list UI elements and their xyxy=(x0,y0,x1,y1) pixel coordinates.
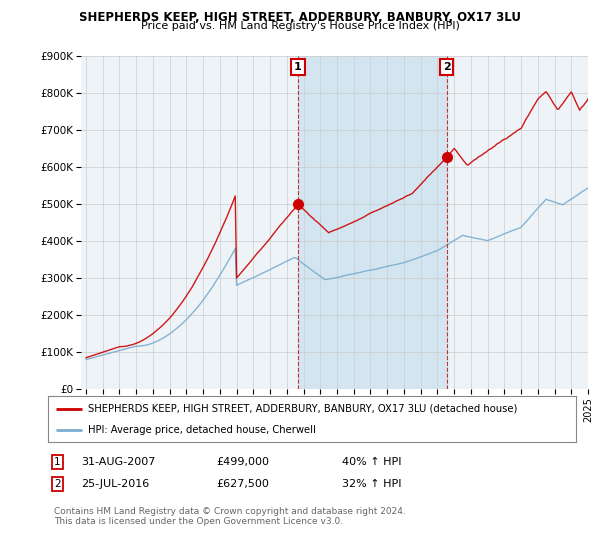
Bar xyxy=(298,56,447,389)
Text: 2: 2 xyxy=(443,62,451,72)
Text: 32% ↑ HPI: 32% ↑ HPI xyxy=(342,479,401,489)
Text: SHEPHERDS KEEP, HIGH STREET, ADDERBURY, BANBURY, OX17 3LU: SHEPHERDS KEEP, HIGH STREET, ADDERBURY, … xyxy=(79,11,521,24)
Text: Contains HM Land Registry data © Crown copyright and database right 2024.
This d: Contains HM Land Registry data © Crown c… xyxy=(54,507,406,526)
Text: HPI: Average price, detached house, Cherwell: HPI: Average price, detached house, Cher… xyxy=(88,425,316,435)
Text: £499,000: £499,000 xyxy=(216,457,269,467)
Text: 25-JUL-2016: 25-JUL-2016 xyxy=(81,479,149,489)
Text: Price paid vs. HM Land Registry's House Price Index (HPI): Price paid vs. HM Land Registry's House … xyxy=(140,21,460,31)
Text: 1: 1 xyxy=(294,62,302,72)
Text: 2: 2 xyxy=(54,479,61,489)
Text: 31-AUG-2007: 31-AUG-2007 xyxy=(81,457,155,467)
Text: 1: 1 xyxy=(54,457,61,467)
Text: £627,500: £627,500 xyxy=(216,479,269,489)
Text: SHEPHERDS KEEP, HIGH STREET, ADDERBURY, BANBURY, OX17 3LU (detached house): SHEPHERDS KEEP, HIGH STREET, ADDERBURY, … xyxy=(88,404,517,414)
Text: 40% ↑ HPI: 40% ↑ HPI xyxy=(342,457,401,467)
